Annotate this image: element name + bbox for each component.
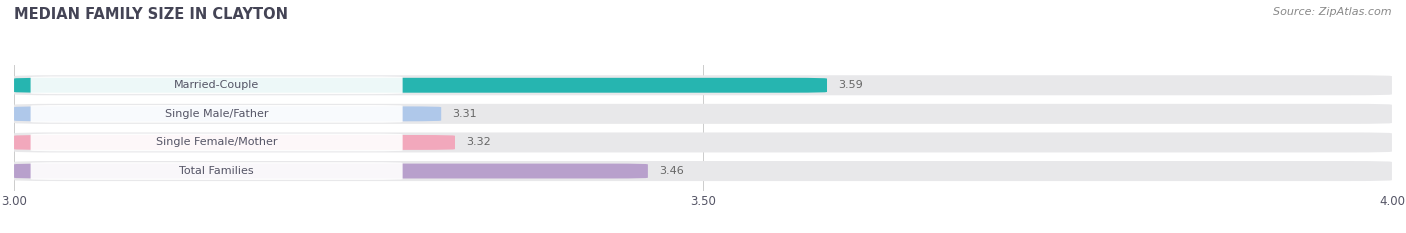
Text: Married-Couple: Married-Couple [174,80,259,90]
FancyBboxPatch shape [31,162,402,180]
FancyBboxPatch shape [14,75,1392,95]
Text: Single Male/Father: Single Male/Father [165,109,269,119]
FancyBboxPatch shape [14,135,456,150]
FancyBboxPatch shape [14,161,1392,181]
FancyBboxPatch shape [14,104,1392,124]
Text: Source: ZipAtlas.com: Source: ZipAtlas.com [1274,7,1392,17]
FancyBboxPatch shape [31,76,402,94]
Text: MEDIAN FAMILY SIZE IN CLAYTON: MEDIAN FAMILY SIZE IN CLAYTON [14,7,288,22]
Text: 3.59: 3.59 [838,80,863,90]
FancyBboxPatch shape [14,78,827,93]
Text: Single Female/Mother: Single Female/Mother [156,137,277,147]
FancyBboxPatch shape [14,106,441,121]
Text: 3.32: 3.32 [465,137,491,147]
FancyBboxPatch shape [14,132,1392,152]
Text: 3.46: 3.46 [659,166,683,176]
FancyBboxPatch shape [14,164,648,178]
Text: Total Families: Total Families [180,166,254,176]
Text: 3.31: 3.31 [453,109,477,119]
FancyBboxPatch shape [31,105,402,123]
FancyBboxPatch shape [31,134,402,151]
